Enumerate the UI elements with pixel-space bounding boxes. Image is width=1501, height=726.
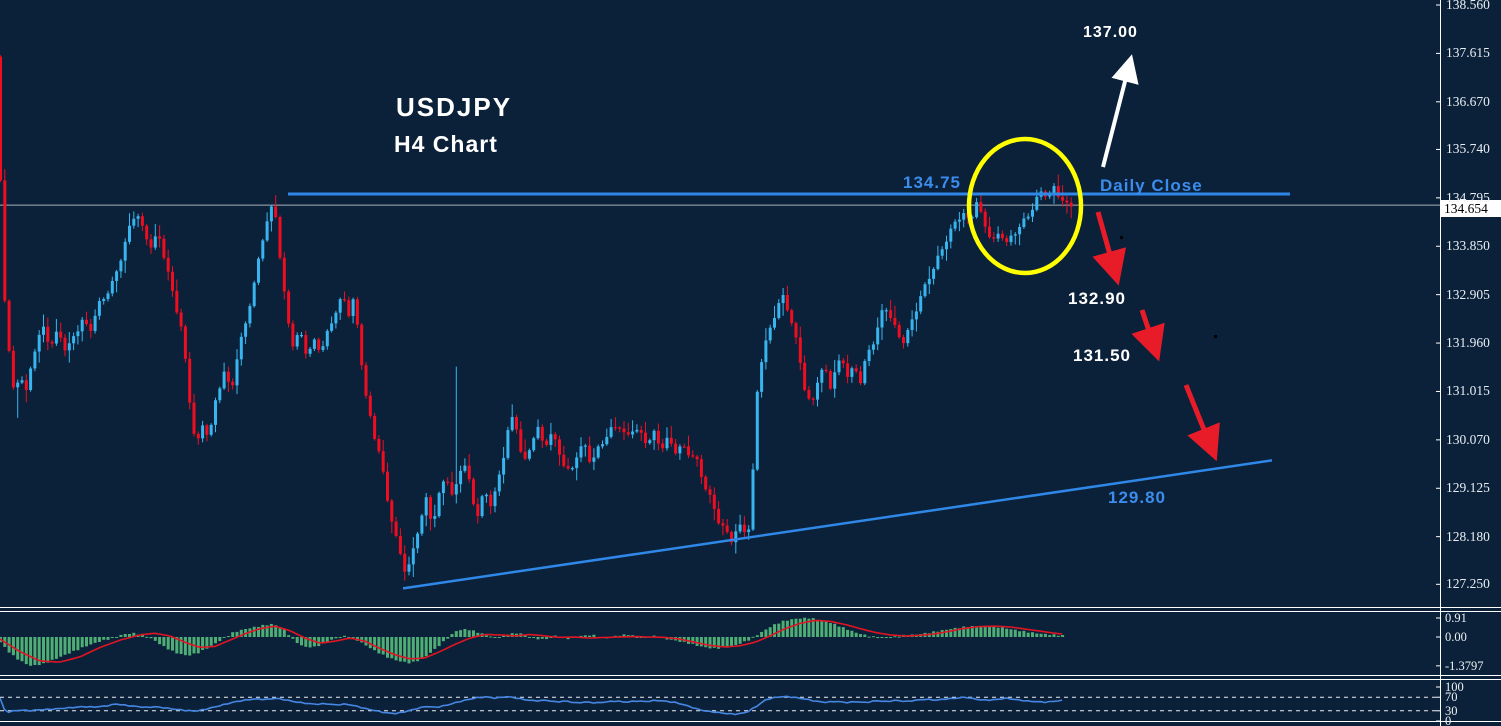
indicator-axis-label: 100 — [1445, 680, 1464, 694]
price-axis-label: 133.850 — [1446, 238, 1490, 254]
price-axis-label: 137.615 — [1446, 45, 1490, 61]
oscillator-indicator-layer — [0, 695, 1440, 716]
bullish-arrow — [1101, 54, 1139, 168]
support-label-13150: 131.50 — [1073, 346, 1131, 365]
target-label-137: 137.00 — [1083, 24, 1138, 41]
support-label-13290: 132.90 — [1068, 289, 1126, 308]
object-anchor-dot — [1120, 236, 1123, 239]
chart-title-timeframe: H4 Chart — [394, 131, 498, 157]
support-trendline — [402, 459, 1273, 590]
current-price-box: 134.654 — [1441, 200, 1501, 217]
indicator-axis-label: 0.00 — [1445, 630, 1467, 644]
indicator-axis-label: 30 — [1445, 703, 1458, 718]
yellow-highlight-circle — [966, 136, 1084, 276]
bearish-arrow-2 — [1131, 309, 1165, 362]
drawing-objects-layer[interactable] — [288, 54, 1290, 590]
price-axis-label: 134.795 — [1446, 189, 1490, 205]
resistance-price-label: 134.75 — [903, 173, 961, 192]
price-axis-label: 138.560 — [1446, 0, 1490, 12]
price-axis-label: 135.740 — [1446, 141, 1490, 157]
candles-layer — [0, 55, 1073, 581]
price-axis-label: 131.960 — [1446, 335, 1490, 351]
bearish-arrow-1 — [1092, 211, 1127, 286]
daily-close-label: Daily Close — [1100, 176, 1203, 195]
price-axis-label: 128.180 — [1446, 528, 1490, 544]
indicator-axis-label: 70 — [1445, 690, 1458, 705]
indicator-axis-label: 0.91 — [1445, 610, 1467, 625]
price-axis-label: 129.125 — [1446, 480, 1490, 496]
object-anchor-dot — [1214, 335, 1217, 338]
price-axis-label: 136.670 — [1446, 93, 1490, 109]
chart-title-symbol: USDJPY — [396, 92, 513, 122]
price-axis-label: 130.070 — [1446, 431, 1490, 447]
trendline-price-label: 129.80 — [1108, 488, 1166, 507]
price-axis-label: 132.905 — [1446, 286, 1490, 302]
macd-indicator-layer — [0, 617, 1065, 666]
bearish-arrow-3 — [1183, 384, 1220, 462]
price-axis-label: 127.250 — [1446, 576, 1490, 592]
indicator-axis-label: 0 — [1445, 714, 1452, 726]
price-axis-label: 131.015 — [1446, 383, 1490, 399]
indicator-axis-label: -1.3797 — [1445, 658, 1484, 673]
